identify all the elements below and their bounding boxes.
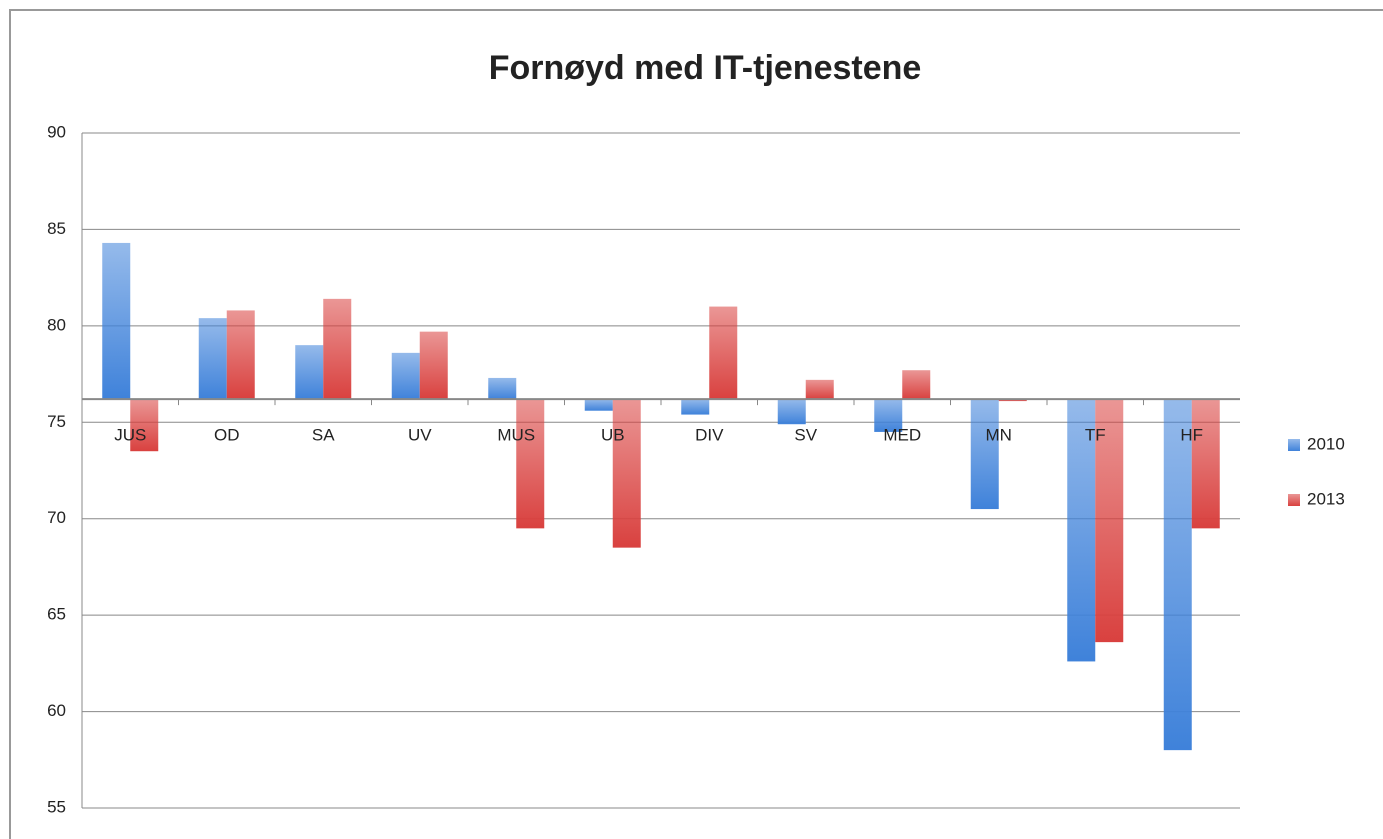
x-tick-label: UV: [408, 426, 432, 445]
bar: [130, 399, 159, 452]
bar: [777, 399, 806, 425]
bar: [902, 370, 931, 400]
x-tick-label: HF: [1180, 426, 1203, 445]
bar: [681, 399, 710, 415]
bar: [323, 298, 352, 400]
x-tick-label: SV: [794, 426, 817, 445]
y-tick-label: 75: [47, 412, 66, 431]
bar: [612, 399, 641, 548]
bar: [1163, 399, 1192, 751]
legend-swatch: [1288, 439, 1300, 451]
bar: [1191, 399, 1220, 529]
x-tick-label: JUS: [114, 426, 146, 445]
chart-title: Fornøyd med IT-tjenestene: [489, 49, 922, 87]
y-tick-label: 80: [47, 315, 66, 334]
bar: [226, 310, 255, 400]
bar: [391, 352, 420, 400]
x-tick-label: MN: [986, 426, 1012, 445]
bar: [874, 399, 903, 432]
bar: [419, 331, 448, 400]
x-tick-label: MUS: [497, 426, 535, 445]
bar: [709, 306, 738, 400]
bar: [805, 379, 834, 400]
bar: [295, 345, 324, 400]
bar: [516, 399, 545, 529]
y-tick-label: 60: [47, 701, 66, 720]
x-tick-label: OD: [214, 426, 240, 445]
legend-swatch: [1288, 494, 1300, 506]
x-tick-label: UB: [601, 426, 625, 445]
bar: [584, 399, 613, 411]
bar: [102, 242, 131, 400]
y-tick-label: 90: [47, 122, 66, 141]
x-tick-label: SA: [312, 426, 335, 445]
bar: [488, 377, 517, 400]
legend-label: 2013: [1307, 489, 1345, 508]
x-tick-label: TF: [1085, 426, 1106, 445]
bar: [970, 399, 999, 510]
x-tick-label: DIV: [695, 426, 724, 445]
bar: [198, 318, 227, 400]
x-tick-label: MED: [883, 426, 921, 445]
y-tick-label: 65: [47, 605, 66, 624]
bar: [1095, 399, 1124, 643]
legend-label: 2010: [1307, 434, 1345, 453]
bar: [1067, 399, 1096, 662]
y-tick-label: 55: [47, 797, 66, 816]
y-tick-label: 85: [47, 219, 66, 238]
chart-frame: [9, 9, 1383, 839]
y-tick-label: 70: [47, 508, 66, 527]
